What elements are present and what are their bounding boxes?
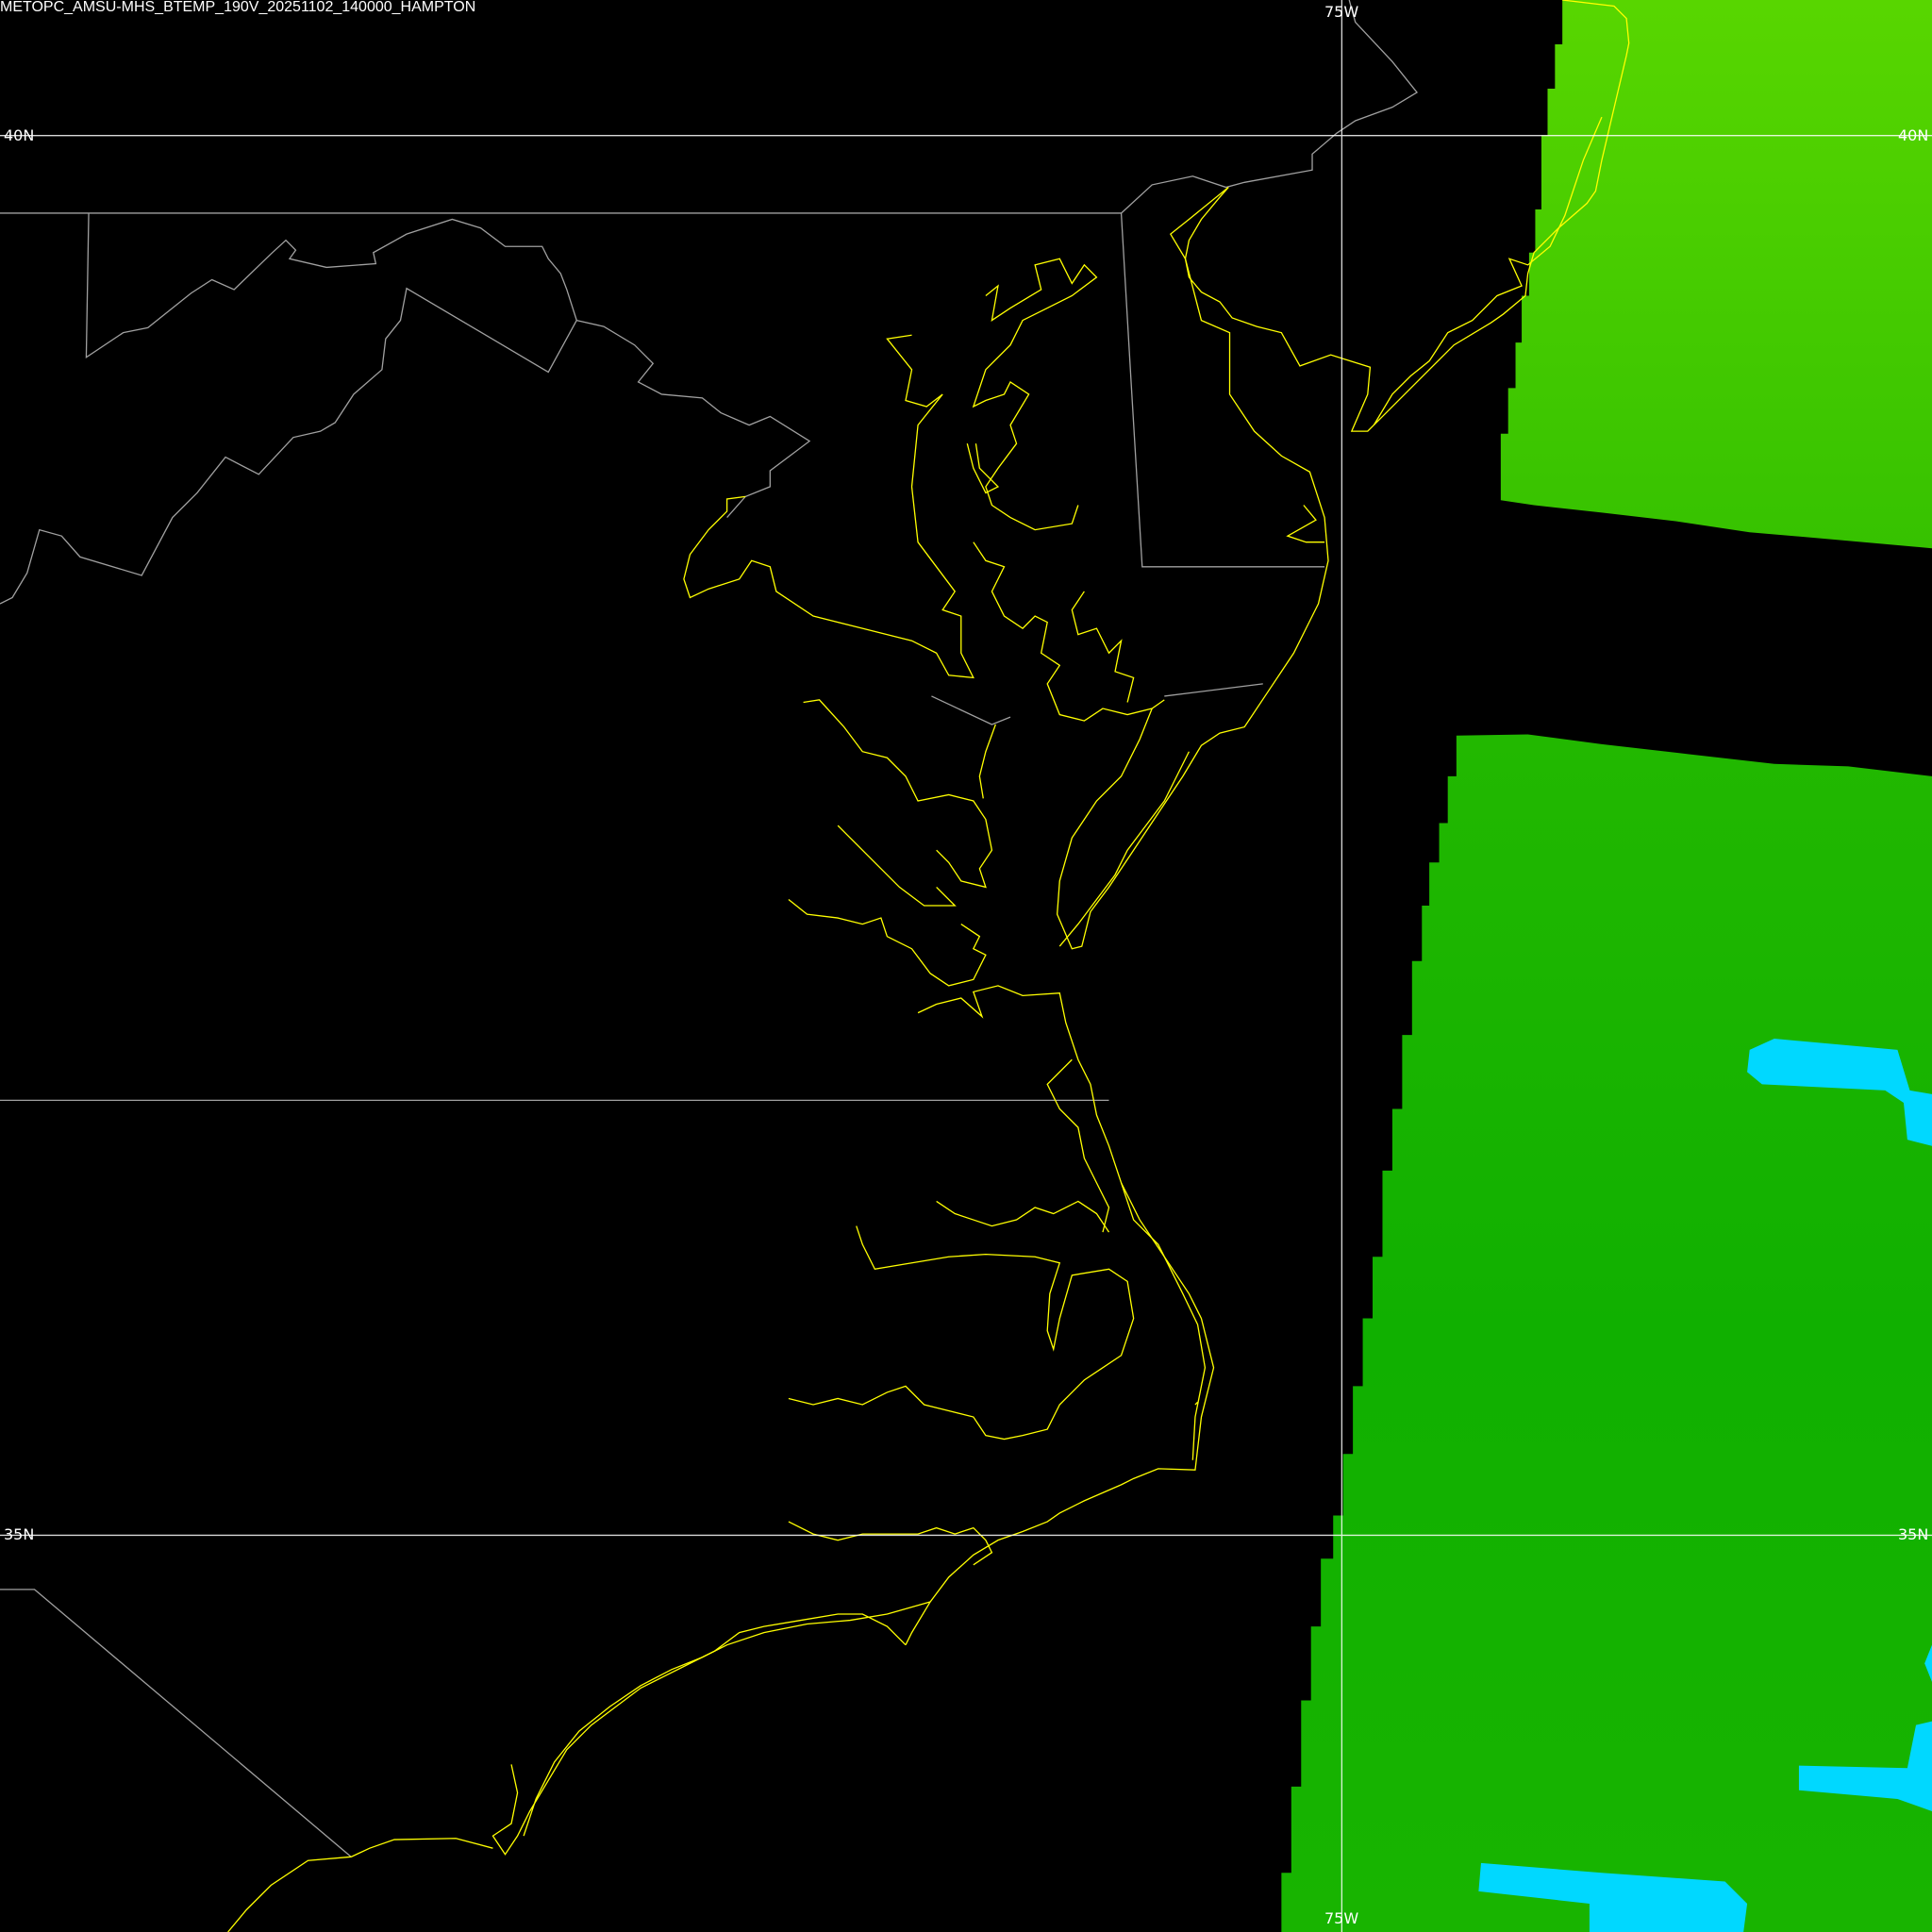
lon-label-75w-bottom: 75W xyxy=(1324,1909,1359,1927)
lat-label-35n-left: 35N xyxy=(4,1525,35,1543)
data-swath-north xyxy=(1500,0,1932,549)
lat-label-40n-left: 40N xyxy=(4,126,35,144)
political-borders xyxy=(0,0,1419,1857)
cold-pixel-region xyxy=(1478,1862,1748,1932)
lon-label-75w-top: 75W xyxy=(1324,3,1359,21)
coastline xyxy=(227,0,1630,1932)
data-swath-south xyxy=(1281,734,1932,1932)
cold-pixel-region xyxy=(1747,1039,1932,1146)
product-title: METOPC_AMSU-MHS_BTEMP_190V_20251102_1400… xyxy=(0,0,476,15)
cold-pixel-region xyxy=(1924,1644,1932,1682)
lat-label-35n-right: 35N xyxy=(1898,1525,1929,1543)
lat-label-40n-right: 40N xyxy=(1898,126,1929,144)
cold-pixel-region xyxy=(1798,1721,1932,1811)
